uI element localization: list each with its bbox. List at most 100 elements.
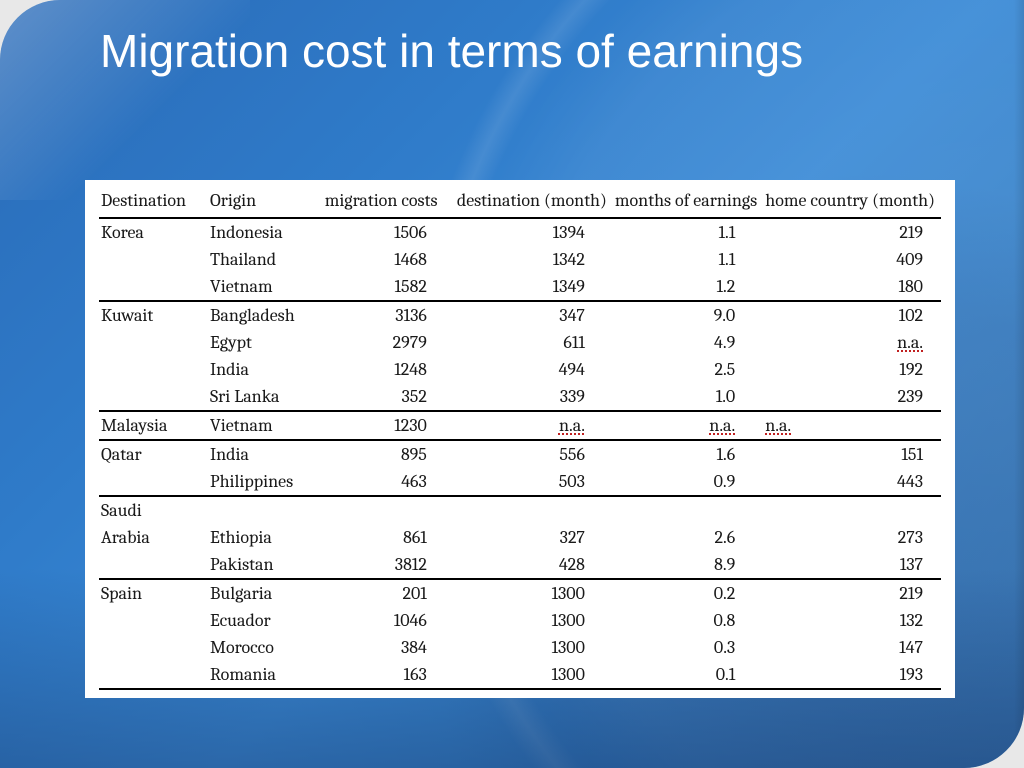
cell-origin bbox=[208, 496, 323, 524]
cell-value: 180 bbox=[763, 273, 941, 301]
cell-value: 0.3 bbox=[613, 634, 763, 661]
cell-destination: Kuwait bbox=[99, 301, 208, 329]
cell-destination bbox=[99, 329, 208, 356]
slide: Migration cost in terms of earnings Dest… bbox=[0, 0, 1024, 768]
cell-origin: Morocco bbox=[208, 634, 323, 661]
cell-destination bbox=[99, 246, 208, 273]
cell-value: 1300 bbox=[455, 661, 613, 689]
cell-destination bbox=[99, 551, 208, 579]
table-row: Vietnam158213491.2180 bbox=[99, 273, 941, 301]
cell-value: 9.0 bbox=[613, 301, 763, 329]
table-row: KoreaIndonesia150613941.1219 bbox=[99, 218, 941, 246]
cell-value: 219 bbox=[763, 579, 941, 607]
cell-value: 1300 bbox=[455, 579, 613, 607]
col-migration-costs: migration costs bbox=[323, 186, 455, 218]
cell-destination: Saudi bbox=[99, 496, 208, 524]
cell-value: 193 bbox=[763, 661, 941, 689]
table-row: Egypt29796114.9n.a. bbox=[99, 329, 941, 356]
cell-destination bbox=[99, 468, 208, 496]
cell-value: 132 bbox=[763, 607, 941, 634]
cell-value: 1046 bbox=[323, 607, 455, 634]
cell-value: n.a. bbox=[455, 411, 613, 440]
cell-origin: Philippines bbox=[208, 468, 323, 496]
cell-value: n.a. bbox=[613, 411, 763, 440]
cell-value: 352 bbox=[323, 383, 455, 411]
cell-value bbox=[323, 496, 455, 524]
cell-value: 428 bbox=[455, 551, 613, 579]
cell-origin: Thailand bbox=[208, 246, 323, 273]
cell-origin: Ecuador bbox=[208, 607, 323, 634]
cell-value: 2.6 bbox=[613, 524, 763, 551]
cell-value: 2979 bbox=[323, 329, 455, 356]
cell-value: 2.5 bbox=[613, 356, 763, 383]
cell-value: 0.8 bbox=[613, 607, 763, 634]
cell-value: 1248 bbox=[323, 356, 455, 383]
cell-origin: Ethiopia bbox=[208, 524, 323, 551]
cell-value: 1582 bbox=[323, 273, 455, 301]
cell-value bbox=[455, 496, 613, 524]
col-home-country-month: home country (month) bbox=[763, 186, 941, 218]
cell-value: 0.1 bbox=[613, 661, 763, 689]
table-row: Morocco38413000.3147 bbox=[99, 634, 941, 661]
cell-value: 0.2 bbox=[613, 579, 763, 607]
cell-origin: Egypt bbox=[208, 329, 323, 356]
table-row: Saudi bbox=[99, 496, 941, 524]
cell-value: 347 bbox=[455, 301, 613, 329]
cell-value: 1506 bbox=[323, 218, 455, 246]
table-row: Pakistan38124288.9137 bbox=[99, 551, 941, 579]
cell-origin: Vietnam bbox=[208, 273, 323, 301]
cell-value: 384 bbox=[323, 634, 455, 661]
col-origin: Origin bbox=[208, 186, 323, 218]
cell-value: 8.9 bbox=[613, 551, 763, 579]
cell-value: 1468 bbox=[323, 246, 455, 273]
cell-value: 611 bbox=[455, 329, 613, 356]
right-edge-shade bbox=[1014, 0, 1024, 768]
migration-cost-table: Destination Origin migration costs desti… bbox=[99, 186, 941, 690]
table-row: Sri Lanka3523391.0239 bbox=[99, 383, 941, 411]
col-destination-month: destination (month) bbox=[455, 186, 613, 218]
cell-origin: Bulgaria bbox=[208, 579, 323, 607]
cell-destination: Arabia bbox=[99, 524, 208, 551]
cell-value: 4.9 bbox=[613, 329, 763, 356]
col-destination: Destination bbox=[99, 186, 208, 218]
cell-value: 137 bbox=[763, 551, 941, 579]
cell-destination: Malaysia bbox=[99, 411, 208, 440]
cell-value bbox=[763, 496, 941, 524]
cell-value: 1.0 bbox=[613, 383, 763, 411]
cell-value: 503 bbox=[455, 468, 613, 496]
cell-value: 201 bbox=[323, 579, 455, 607]
col-months-earnings: months of earnings bbox=[613, 186, 763, 218]
table-row: India12484942.5192 bbox=[99, 356, 941, 383]
cell-value: 463 bbox=[323, 468, 455, 496]
cell-value: n.a. bbox=[763, 329, 941, 356]
cell-value: 409 bbox=[763, 246, 941, 273]
cell-origin: Sri Lanka bbox=[208, 383, 323, 411]
table-row: Romania16313000.1193 bbox=[99, 661, 941, 689]
table-row: Ecuador104613000.8132 bbox=[99, 607, 941, 634]
cell-destination: Qatar bbox=[99, 440, 208, 468]
cell-value: 1.2 bbox=[613, 273, 763, 301]
cell-value: 192 bbox=[763, 356, 941, 383]
cell-value: 147 bbox=[763, 634, 941, 661]
table-header-row: Destination Origin migration costs desti… bbox=[99, 186, 941, 218]
cell-value: 895 bbox=[323, 440, 455, 468]
cell-value: 0.9 bbox=[613, 468, 763, 496]
cell-value: 556 bbox=[455, 440, 613, 468]
table-row: QatarIndia8955561.6151 bbox=[99, 440, 941, 468]
cell-value: 239 bbox=[763, 383, 941, 411]
cell-origin: Indonesia bbox=[208, 218, 323, 246]
cell-value: 327 bbox=[455, 524, 613, 551]
cell-value: 1300 bbox=[455, 607, 613, 634]
table-row: KuwaitBangladesh31363479.0102 bbox=[99, 301, 941, 329]
cell-origin: India bbox=[208, 440, 323, 468]
cell-destination: Spain bbox=[99, 579, 208, 607]
cell-value: 3812 bbox=[323, 551, 455, 579]
table-row: ArabiaEthiopia8613272.6273 bbox=[99, 524, 941, 551]
cell-origin: Vietnam bbox=[208, 411, 323, 440]
cell-value: 151 bbox=[763, 440, 941, 468]
cell-value: 1394 bbox=[455, 218, 613, 246]
cell-destination bbox=[99, 383, 208, 411]
table-row: Thailand146813421.1409 bbox=[99, 246, 941, 273]
cell-value: n.a. bbox=[763, 411, 941, 440]
cell-destination bbox=[99, 634, 208, 661]
